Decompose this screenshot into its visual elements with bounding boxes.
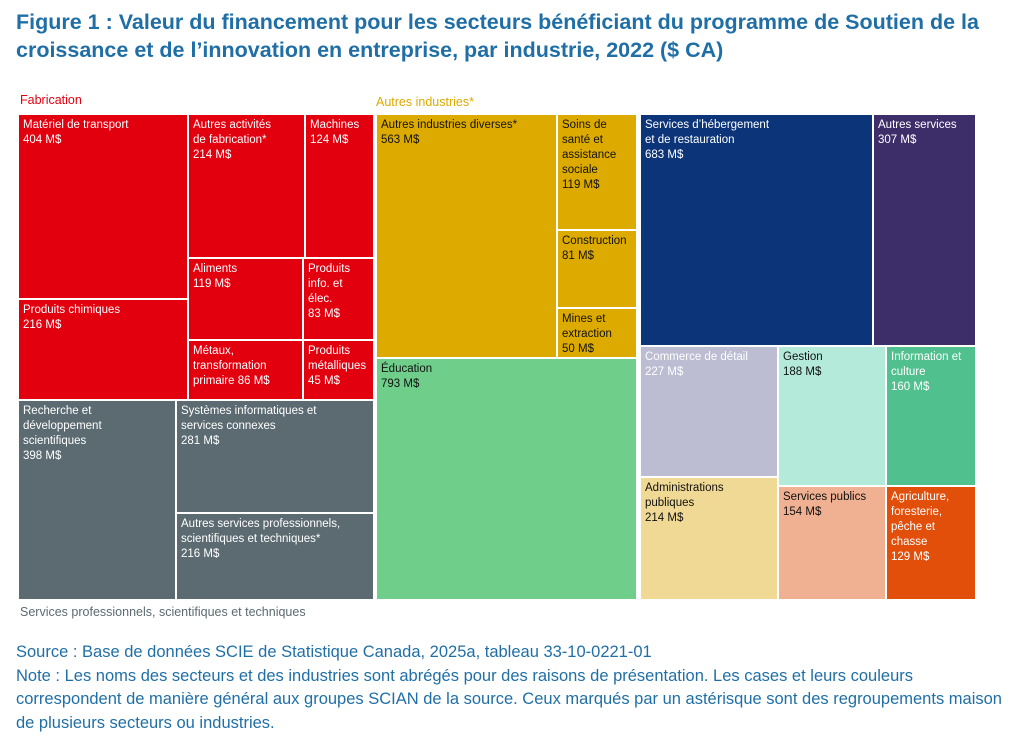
cell-label: Machines: [310, 119, 360, 131]
treemap-cell-autres-industries-diverses: Autres industries diverses* 563 M$: [376, 114, 557, 358]
treemap-cell-hebergement: Services d’hébergement et de restauratio…: [640, 114, 873, 346]
treemap-cell-produits-metalliques: Produits métalliques 45 M$: [303, 340, 374, 400]
cell-value: 563 M$: [381, 134, 420, 146]
cell-value: 216 M$: [181, 548, 220, 560]
treemap-cell-information-culture: Information et culture 160 M$: [886, 346, 976, 486]
cell-label: Éducation: [381, 363, 433, 375]
group-label-autres-industries: Autres industries*: [376, 95, 474, 109]
treemap-cell-produits-info: Produits info. et élec. 83 M$: [303, 258, 374, 340]
cell-label: Services d’hébergement et de restauratio…: [645, 119, 770, 146]
cell-value: 83 M$: [308, 308, 340, 320]
cell-label: Autres services: [878, 119, 957, 131]
treemap-cell-services-publics: Services publics 154 M$: [778, 486, 886, 600]
cell-value: 119 M$: [193, 278, 231, 290]
cell-value: 227 M$: [645, 366, 684, 378]
cell-value: 307 M$: [878, 134, 917, 146]
treemap-cell-soins-sante: Soins de santé et assistance sociale 119 …: [557, 114, 637, 230]
group-label-fabrication: Fabrication: [20, 93, 82, 107]
cell-label: Aliments: [193, 263, 238, 275]
cell-label: Produits chimiques: [23, 304, 121, 316]
cell-label: Recherche et développement scientifiques: [23, 405, 102, 447]
cell-label: Systèmes informatiques et services conne…: [181, 405, 317, 432]
group-label-services-pro: Services professionnels, scientifiques e…: [20, 605, 306, 619]
treemap-cell-construction: Construction 81 M$: [557, 230, 637, 308]
cell-value: 404 M$: [23, 134, 62, 146]
treemap-cell-education: Éducation 793 M$: [376, 358, 637, 600]
cell-value: 154 M$: [783, 506, 822, 518]
chart-footer: Source : Base de données SCIE de Statist…: [16, 641, 1016, 735]
treemap-cell-mines: Mines et extraction 50 M$: [557, 308, 637, 358]
cell-label: Produits info. et élec.: [308, 263, 351, 305]
cell-label: Soins de santé et assistance sociale: [562, 119, 617, 176]
treemap-cell-produits-chimiques: Produits chimiques 216 M$: [18, 299, 188, 400]
cell-value: 81 M$: [562, 250, 594, 262]
cell-label: Autres industries diverses*: [381, 119, 518, 131]
treemap-cell-materiel-transport: Matériel de transport 404 M$: [18, 114, 188, 299]
cell-value: 214 M$: [193, 149, 232, 161]
cell-label: Information et culture: [891, 351, 962, 378]
treemap-cell-autres-services-pro: Autres services professionnels, scientif…: [176, 513, 374, 600]
cell-label: Agriculture, foresterie, pêche et chasse: [891, 491, 950, 548]
treemap-cell-commerce-detail: Commerce de détail 227 M$: [640, 346, 778, 477]
explanatory-note: Note : Les noms des secteurs et des indu…: [16, 666, 1002, 732]
cell-label: Produits métalliques: [308, 345, 367, 372]
cell-value: 119 M$: [562, 179, 600, 191]
cell-value: 129 M$: [891, 551, 930, 563]
cell-value: 281 M$: [181, 435, 220, 447]
treemap-cell-autres-services: Autres services 307 M$: [873, 114, 976, 346]
treemap-cell-agriculture: Agriculture, foresterie, pêche et chasse…: [886, 486, 976, 600]
cell-label: Mines et extraction: [562, 313, 612, 340]
cell-value: 160 M$: [891, 381, 930, 393]
cell-value: 124 M$: [310, 134, 349, 146]
cell-value: 793 M$: [381, 378, 420, 390]
cell-label: Commerce de détail: [645, 351, 748, 363]
cell-label: Gestion: [783, 351, 823, 363]
cell-value: 216 M$: [23, 319, 62, 331]
cell-value: 398 M$: [23, 450, 62, 462]
treemap-cell-gestion: Gestion 188 M$: [778, 346, 886, 486]
treemap-cell-recherche: Recherche et développement scientifiques…: [18, 400, 176, 600]
cell-label: Services publics: [783, 491, 867, 503]
cell-value: 45 M$: [308, 375, 340, 387]
chart-title: Figure 1 : Valeur du financement pour le…: [16, 10, 979, 62]
treemap-cell-machines: Machines 124 M$: [305, 114, 374, 258]
cell-label: Matériel de transport: [23, 119, 129, 131]
cell-label: Autres activités de fabrication*: [193, 119, 271, 146]
cell-label: Autres services professionnels, scientif…: [181, 518, 341, 545]
cell-label: Métaux, transformation primaire 86 M$: [193, 345, 270, 387]
cell-value: 683 M$: [645, 149, 684, 161]
cell-value: 214 M$: [645, 512, 684, 524]
treemap-cell-autres-fabrication: Autres activités de fabrication* 214 M$: [188, 114, 305, 258]
source-note: Source : Base de données SCIE de Statist…: [16, 643, 652, 661]
cell-label: Administrations publiques: [645, 482, 724, 509]
treemap-cell-aliments: Aliments 119 M$: [188, 258, 303, 340]
treemap-cell-administrations: Administrations publiques 214 M$: [640, 477, 778, 600]
treemap-cell-metaux: Métaux, transformation primaire 86 M$: [188, 340, 303, 400]
treemap-cell-systemes-info: Systèmes informatiques et services conne…: [176, 400, 374, 513]
cell-label: Construction: [562, 235, 627, 247]
cell-value: 188 M$: [783, 366, 822, 378]
cell-value: 50 M$: [562, 343, 594, 355]
